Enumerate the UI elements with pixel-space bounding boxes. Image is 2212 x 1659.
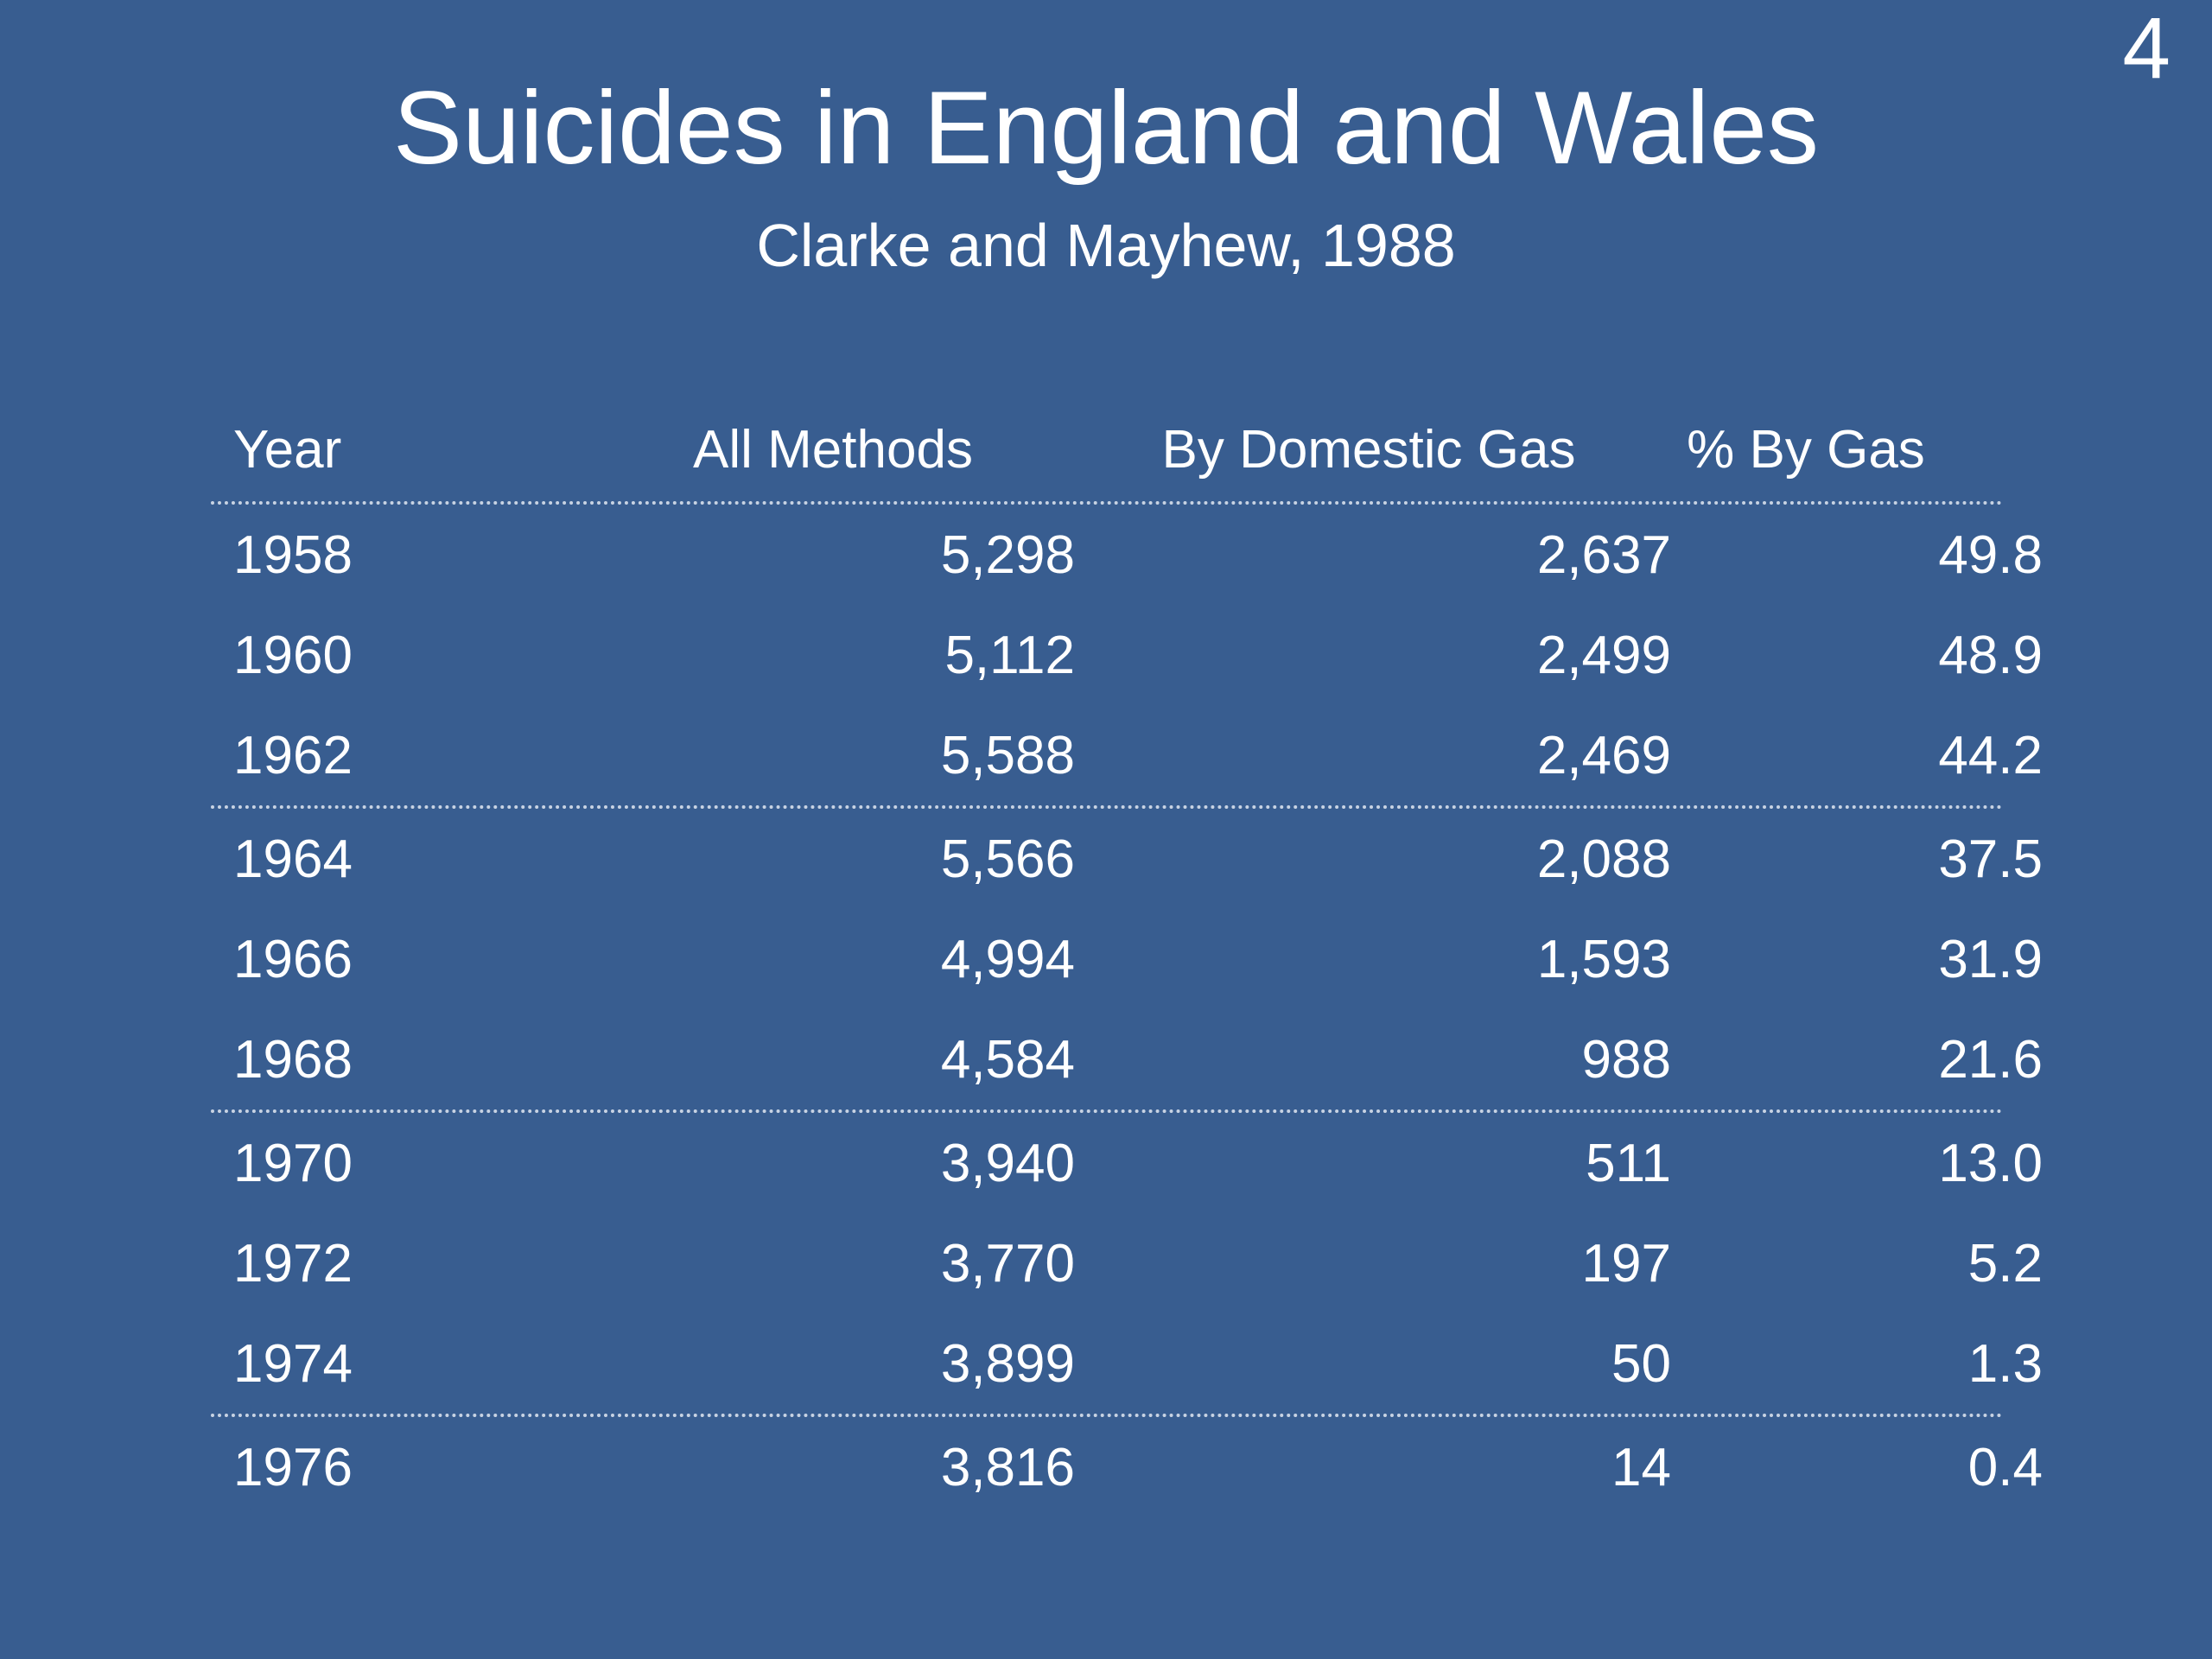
all-methods-cell: 5,588 [940, 726, 1075, 785]
year-cell: 1966 [233, 930, 353, 989]
percent-gas-cell: 1.3 [1967, 1334, 2043, 1394]
year-cell: 1962 [233, 726, 353, 785]
domestic-gas-cell: 197 [1581, 1234, 1671, 1294]
domestic-gas-cell: 988 [1581, 1030, 1671, 1090]
year-cell: 1968 [233, 1030, 353, 1090]
all-methods-cell: 5,298 [940, 525, 1075, 585]
table-row: 1976 3,816 14 0.4 [211, 1417, 2043, 1517]
domestic-gas-cell: 14 [1611, 1438, 1671, 1497]
table-row: 1968 4,584 988 21.6 [211, 1009, 2043, 1113]
header-domestic-gas: By Domestic Gas [1161, 420, 1576, 480]
header-year: Year [233, 420, 342, 480]
percent-gas-cell: 31.9 [1938, 930, 2043, 989]
year-cell: 1960 [233, 626, 353, 685]
table-row: 1960 5,112 2,499 48.9 [211, 605, 2043, 705]
all-methods-cell: 5,112 [944, 626, 1075, 685]
table-row: 1970 3,940 511 13.0 [211, 1113, 2043, 1213]
domestic-gas-cell: 1,593 [1536, 930, 1671, 989]
percent-gas-cell: 0.4 [1967, 1438, 2043, 1497]
table-row: 1966 4,994 1,593 31.9 [211, 909, 2043, 1009]
year-cell: 1970 [233, 1134, 353, 1193]
table-row: 1974 3,899 50 1.3 [211, 1313, 2043, 1417]
year-cell: 1974 [233, 1334, 353, 1394]
year-cell: 1964 [233, 830, 353, 889]
domestic-gas-cell: 2,637 [1536, 525, 1671, 585]
table-row: 1964 5,566 2,088 37.5 [211, 809, 2043, 909]
table-row: 1972 3,770 197 5.2 [211, 1213, 2043, 1313]
domestic-gas-cell: 2,469 [1536, 726, 1671, 785]
all-methods-cell: 3,940 [940, 1134, 1075, 1193]
domestic-gas-cell: 2,088 [1536, 830, 1671, 889]
all-methods-cell: 5,566 [940, 830, 1075, 889]
domestic-gas-cell: 511 [1586, 1134, 1671, 1193]
slide-number: 4 [2122, 0, 2171, 97]
year-cell: 1976 [233, 1438, 353, 1497]
percent-gas-cell: 48.9 [1938, 626, 2043, 685]
domestic-gas-cell: 2,499 [1536, 626, 1671, 685]
year-cell: 1958 [233, 525, 353, 585]
table-header-row: Year All Methods By Domestic Gas % By Ga… [211, 406, 2003, 505]
domestic-gas-cell: 50 [1611, 1334, 1671, 1394]
slide-subtitle: Clarke and Mayhew, 1988 [756, 212, 1456, 279]
all-methods-cell: 3,899 [940, 1334, 1075, 1394]
suicides-table: Year All Methods By Domestic Gas % By Ga… [211, 406, 2043, 1517]
all-methods-cell: 4,584 [940, 1030, 1075, 1090]
percent-gas-cell: 49.8 [1938, 525, 2043, 585]
all-methods-cell: 3,816 [940, 1438, 1075, 1497]
all-methods-cell: 4,994 [940, 930, 1075, 989]
year-cell: 1972 [233, 1234, 353, 1294]
header-all-methods: All Methods [693, 420, 973, 480]
percent-gas-cell: 21.6 [1938, 1030, 2043, 1090]
percent-gas-cell: 37.5 [1938, 830, 2043, 889]
table-row: 1962 5,588 2,469 44.2 [211, 705, 2043, 809]
percent-gas-cell: 5.2 [1967, 1234, 2043, 1294]
percent-gas-cell: 13.0 [1938, 1134, 2043, 1193]
table-row: 1958 5,298 2,637 49.8 [211, 505, 2043, 605]
header-percent-gas: % By Gas [1687, 420, 1925, 480]
slide-title: Suicides in England and Wales [393, 70, 1819, 186]
all-methods-cell: 3,770 [940, 1234, 1075, 1294]
percent-gas-cell: 44.2 [1938, 726, 2043, 785]
